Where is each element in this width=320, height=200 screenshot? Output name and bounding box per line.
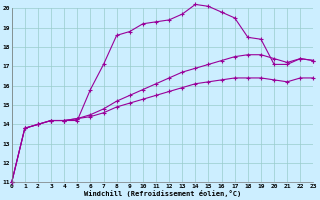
- X-axis label: Windchill (Refroidissement éolien,°C): Windchill (Refroidissement éolien,°C): [84, 190, 241, 197]
